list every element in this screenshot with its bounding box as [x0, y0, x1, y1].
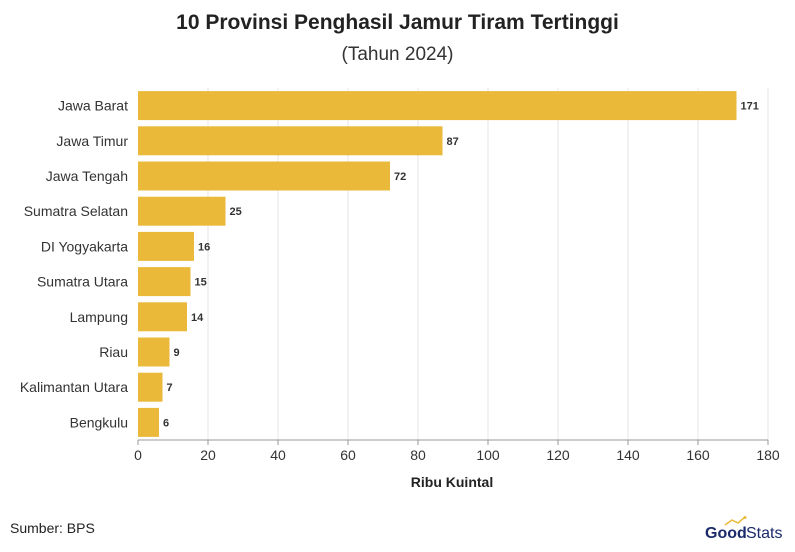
bar: [138, 126, 443, 156]
chart-subtitle: (Tahun 2024): [341, 44, 454, 65]
goodstats-logo: Good Stats: [705, 516, 782, 542]
x-tick-label: 140: [616, 447, 640, 463]
category-label: Jawa Barat: [58, 98, 128, 114]
bar: [138, 196, 226, 226]
category-label: Jawa Timur: [56, 133, 128, 149]
bar: [138, 161, 390, 191]
category-label: Riau: [99, 344, 128, 360]
x-tick-label: 120: [546, 447, 570, 463]
data-label: 15: [195, 277, 207, 289]
category-label: Kalimantan Utara: [20, 379, 128, 395]
x-tick-label: 0: [134, 447, 142, 463]
data-label: 7: [167, 382, 173, 394]
category-label: Sumatra Selatan: [24, 203, 128, 219]
x-tick-label: 20: [200, 447, 216, 463]
chart-title: 10 Provinsi Penghasil Jamur Tiram Tertin…: [176, 11, 619, 34]
data-label: 171: [741, 101, 759, 113]
logo-dot-icon: [743, 516, 747, 519]
source-note: Sumber: BPS: [10, 520, 95, 536]
bar: [138, 302, 187, 332]
bar: [138, 231, 194, 261]
category-label: Sumatra Utara: [37, 274, 128, 290]
x-tick-label: 40: [270, 447, 286, 463]
logo-good-text: Good: [705, 525, 747, 542]
bar: [138, 372, 163, 402]
data-label: 16: [198, 241, 210, 253]
data-label: 87: [447, 136, 459, 148]
data-label: 9: [174, 347, 180, 359]
x-axis-label: Ribu Kuintal: [411, 474, 493, 490]
bar: [138, 91, 737, 121]
category-label: Bengkulu: [70, 414, 128, 430]
data-label: 25: [230, 206, 242, 218]
data-label: 14: [191, 312, 204, 324]
x-tick-label: 100: [476, 447, 500, 463]
x-tick-label: 180: [756, 447, 780, 463]
category-label: Lampung: [70, 309, 128, 325]
bar: [138, 407, 159, 437]
category-label: Jawa Tengah: [46, 168, 128, 184]
x-tick-label: 160: [686, 447, 710, 463]
data-label: 72: [394, 171, 406, 183]
category-label: DI Yogyakarta: [41, 238, 128, 254]
x-tick-label: 80: [410, 447, 426, 463]
logo-stats-text: Stats: [746, 525, 782, 542]
bar: [138, 267, 191, 297]
data-label: 6: [163, 417, 169, 429]
logo-trend-icon: [724, 516, 746, 526]
x-tick-label: 60: [340, 447, 356, 463]
bar: [138, 337, 170, 367]
